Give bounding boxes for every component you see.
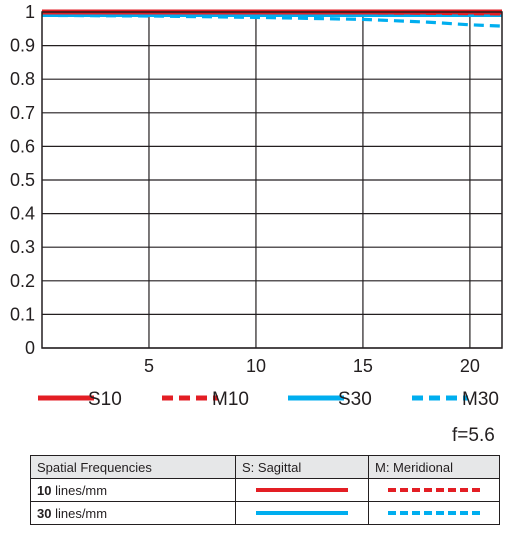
- plot-frame: [41, 11, 503, 349]
- legend-label-m10: M10: [212, 389, 249, 410]
- legend-label-s30: S30: [338, 389, 372, 410]
- y-tick-label: 0.1: [10, 304, 35, 324]
- frequency-cell: 30 lines/mm: [30, 501, 236, 525]
- header-meridional: M: Meridional: [368, 455, 500, 479]
- sagittal-sample-cell: [235, 478, 369, 502]
- y-tick-label: 0.6: [10, 136, 35, 156]
- y-tick-label: 0: [25, 338, 35, 358]
- x-tick-label: 10: [246, 356, 266, 376]
- mtf-chart: 0 0.1 0.2 0.3 0.4 0.5 0.6 0.7 0.8 0.9 1 5 10 15 20 S1…: [10, 2, 503, 410]
- y-tick-label: 0.7: [10, 103, 35, 123]
- y-tick-label: 0.3: [10, 237, 35, 257]
- frequency-unit: lines/mm: [51, 505, 108, 521]
- header-sagittal: S: Sagittal: [235, 455, 369, 479]
- frequency-value: 10: [37, 482, 52, 498]
- series-line-m30: [41, 13, 503, 28]
- grid-lines: [42, 11, 502, 349]
- y-tick-label: 1: [25, 2, 35, 22]
- legend-label-m30: M30: [462, 389, 499, 410]
- frequency-cell: 10 lines/mm: [30, 478, 236, 502]
- x-axis-ticks: 5 10 15 20: [144, 356, 480, 376]
- y-tick-label: 0.8: [10, 69, 35, 89]
- series-lines: [41, 9, 503, 28]
- y-tick-label: 0.4: [10, 204, 35, 224]
- y-tick-label: 0.2: [10, 271, 35, 291]
- chart-legend: S10 M10 S30 M30: [38, 389, 499, 410]
- frequency-legend-table: Spatial Frequencies S: Sagittal M: Merid…: [30, 455, 500, 525]
- table-header-row: Spatial Frequencies S: Sagittal M: Merid…: [30, 455, 500, 479]
- table-row: 30 lines/mm: [30, 501, 500, 525]
- y-tick-label: 0.9: [10, 36, 35, 56]
- x-tick-label: 5: [144, 356, 154, 376]
- frequency-unit: lines/mm: [51, 482, 108, 498]
- table-row: 10 lines/mm: [30, 478, 500, 502]
- sagittal-line-sample: [256, 511, 348, 515]
- legend-label-s10: S10: [88, 389, 122, 410]
- meridional-line-sample: [388, 488, 480, 492]
- x-tick-label: 15: [353, 356, 373, 376]
- sagittal-sample-cell: [235, 501, 369, 525]
- y-tick-label: 0.5: [10, 170, 35, 190]
- meridional-line-sample: [388, 511, 480, 515]
- meridional-sample-cell: [368, 478, 500, 502]
- meridional-sample-cell: [368, 501, 500, 525]
- aperture-label: f=5.6: [452, 425, 495, 446]
- y-axis-ticks: 0 0.1 0.2 0.3 0.4 0.5 0.6 0.7 0.8 0.9 1: [10, 2, 35, 358]
- x-tick-label: 20: [460, 356, 480, 376]
- header-spatial-frequencies: Spatial Frequencies: [30, 455, 236, 479]
- sagittal-line-sample: [256, 488, 348, 492]
- frequency-value: 30: [37, 505, 52, 521]
